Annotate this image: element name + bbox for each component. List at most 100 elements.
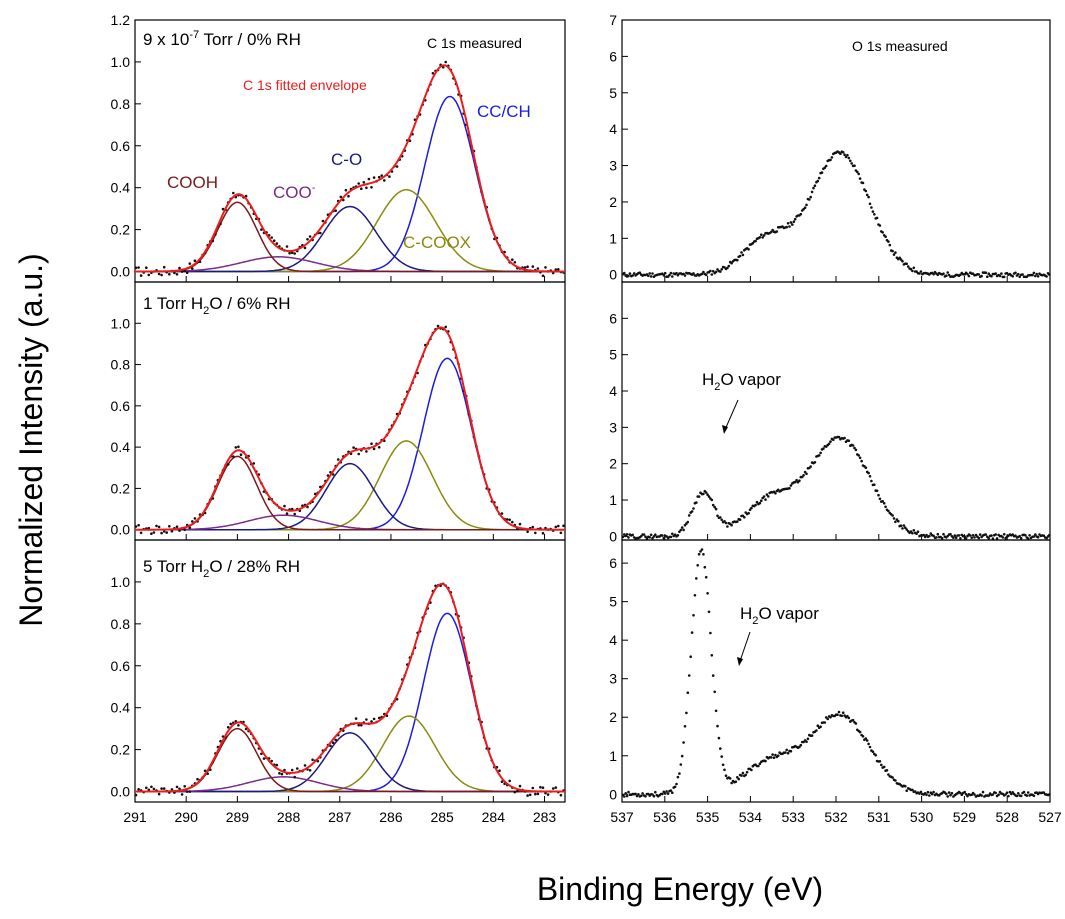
measured-point (372, 447, 376, 451)
measured-point (311, 758, 314, 762)
measured-point (980, 274, 983, 278)
measured-point (864, 466, 868, 470)
measured-point (185, 271, 189, 275)
measured-point (631, 533, 634, 537)
measured-point (647, 274, 650, 278)
measured-point (306, 238, 309, 241)
measured-point (692, 272, 695, 275)
measured-point (812, 186, 815, 190)
measured-point (839, 152, 842, 155)
measured-point (986, 275, 989, 279)
measured-point (651, 272, 654, 275)
measured-point (642, 533, 646, 536)
measured-point (1019, 537, 1023, 540)
measured-point (847, 716, 851, 720)
measured-point (785, 225, 788, 229)
measured-point (1005, 791, 1009, 794)
measured-point (671, 791, 674, 794)
measured-point (531, 525, 535, 529)
measured-point (135, 266, 138, 270)
measured-point (977, 536, 981, 540)
measured-point (275, 763, 279, 767)
measured-point (668, 273, 671, 277)
measured-point (871, 750, 875, 753)
measured-point (1024, 534, 1027, 537)
measured-point (290, 768, 294, 772)
measured-point (625, 794, 629, 798)
measured-point (666, 792, 670, 795)
measured-point (858, 177, 862, 180)
measured-point (621, 535, 625, 539)
measured-point (918, 272, 921, 275)
measured-point (954, 536, 958, 539)
measured-point (755, 500, 759, 504)
measured-point (942, 272, 945, 276)
measured-point (702, 553, 705, 556)
measured-point (683, 274, 687, 277)
measured-point (627, 790, 630, 794)
measured-point (1017, 792, 1020, 795)
measured-point (901, 260, 904, 263)
measured-point (905, 262, 908, 266)
measured-point (1036, 535, 1040, 539)
measured-point (183, 785, 186, 788)
measured-point (864, 737, 868, 740)
measured-point (952, 536, 955, 539)
measured-point (160, 273, 163, 277)
measured-point (145, 266, 148, 270)
measured-point (963, 535, 966, 538)
measured-point (810, 734, 814, 737)
measured-point (1001, 536, 1005, 539)
measured-point (669, 535, 673, 539)
y-tick-label: 0.0 (111, 522, 131, 538)
x-tick-label: 531 (867, 809, 891, 825)
measured-point (767, 495, 770, 498)
measured-point (372, 176, 376, 179)
measured-point (1022, 790, 1026, 794)
measured-point (137, 266, 140, 269)
measured-point (678, 772, 681, 775)
measured-point (711, 674, 715, 677)
measured-point (740, 251, 743, 254)
y-tick-label: 0.2 (111, 742, 131, 758)
measured-point (805, 203, 808, 207)
measured-point (813, 461, 817, 464)
measured-point (884, 235, 887, 238)
measured-point (638, 271, 642, 275)
measured-point (704, 575, 708, 579)
measured-point (942, 532, 945, 536)
measured-point (135, 793, 138, 797)
measured-point (511, 258, 514, 262)
measured-point (805, 740, 808, 743)
measured-point (687, 514, 691, 517)
measured-point (808, 198, 811, 201)
measured-point (829, 715, 832, 719)
measured-point (624, 792, 627, 795)
measured-point (1032, 271, 1036, 275)
measured-point (663, 792, 667, 795)
measured-point (175, 525, 179, 528)
measured-point (1048, 273, 1051, 276)
measured-point (734, 780, 738, 783)
measured-point (854, 722, 858, 725)
y-tick-label: 7 (609, 12, 617, 28)
panel-frame (621, 281, 1051, 541)
measured-point (919, 270, 923, 273)
measured-point (319, 231, 322, 235)
measured-point (860, 459, 863, 463)
measured-point (865, 739, 869, 742)
measured-point (957, 534, 961, 537)
measured-point (840, 714, 844, 718)
measured-point (847, 156, 851, 160)
measured-point (685, 711, 688, 715)
measured-point (819, 725, 822, 728)
measured-point (308, 235, 312, 238)
panel-frame (134, 539, 566, 803)
measured-point (270, 759, 274, 763)
measured-point (887, 773, 890, 776)
measured-point (847, 439, 851, 443)
measured-point (1002, 533, 1006, 536)
measured-point (334, 209, 338, 212)
measured-point (444, 325, 448, 329)
measured-point (867, 471, 870, 475)
